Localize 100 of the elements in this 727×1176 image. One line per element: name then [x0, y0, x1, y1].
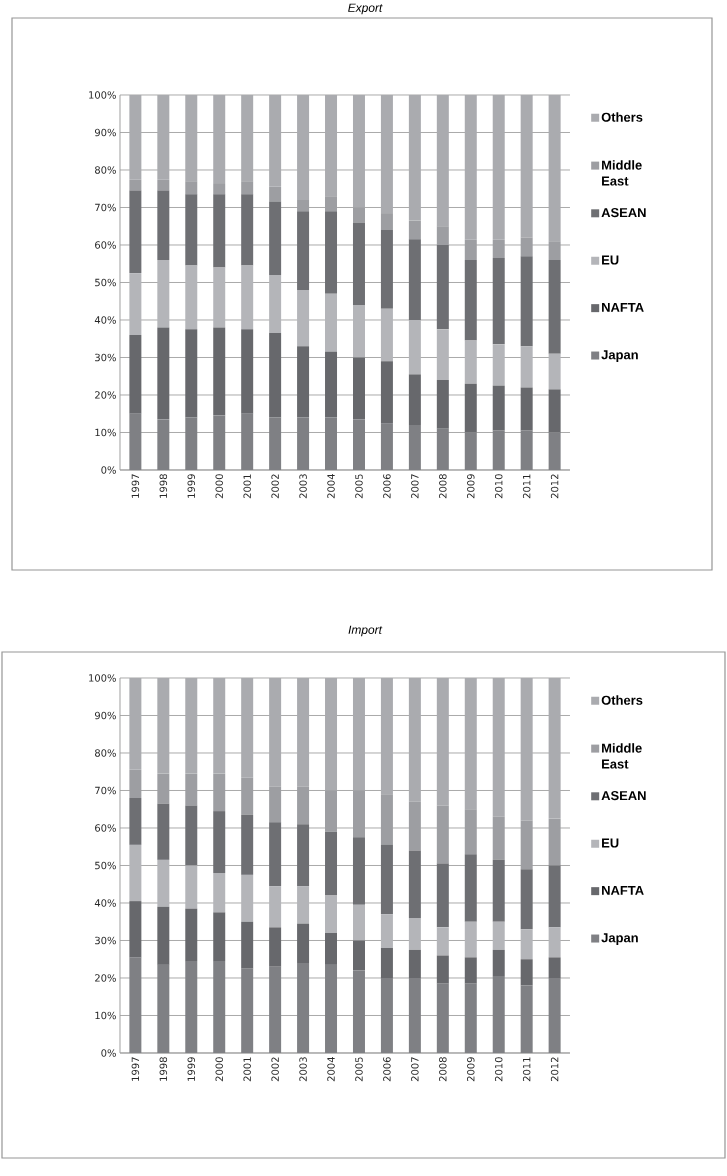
- y-tick-label: 100%: [89, 91, 116, 99]
- bar: [297, 824, 310, 887]
- bar: [241, 777, 254, 815]
- bar: [352, 837, 365, 905]
- bar: [297, 886, 310, 924]
- bar: [213, 961, 226, 1053]
- bar: [325, 831, 338, 896]
- bar: [436, 329, 449, 380]
- bar: [269, 927, 282, 967]
- bar: [157, 259, 170, 328]
- bar: [297, 677, 310, 787]
- bar: [436, 805, 449, 864]
- bar: [325, 895, 338, 933]
- bar: [548, 94, 561, 242]
- bar: [185, 677, 198, 774]
- bar: [548, 677, 561, 819]
- bar: [408, 949, 421, 978]
- bar: [408, 677, 421, 802]
- bar: [129, 413, 142, 470]
- bar: [380, 213, 393, 230]
- bar: [352, 94, 365, 208]
- bar: [129, 844, 142, 902]
- bar: [269, 786, 282, 823]
- bar: [352, 304, 365, 358]
- x-tick-label: 2006: [383, 1057, 391, 1082]
- bar: [185, 865, 198, 909]
- bar: [520, 985, 533, 1053]
- bar: [380, 844, 393, 915]
- bar: [492, 344, 505, 386]
- bar: [325, 351, 338, 418]
- bar: [269, 201, 282, 275]
- legend-label: Middle East: [602, 743, 642, 769]
- x-tick-label: 1998: [159, 474, 168, 498]
- bar: [269, 274, 282, 334]
- bar: [464, 983, 477, 1053]
- x-tick-label: 2002: [271, 474, 279, 499]
- bar: [325, 790, 338, 832]
- y-tick-label: 70%: [95, 786, 116, 795]
- x-tick-label: 2000: [215, 1057, 223, 1082]
- bar: [408, 94, 421, 221]
- bar: [436, 983, 449, 1053]
- bar: [436, 863, 449, 928]
- bar: [157, 327, 170, 420]
- x-tick-label: 1999: [187, 474, 196, 498]
- bar: [297, 94, 310, 200]
- bar: [408, 977, 421, 1053]
- bar: [436, 677, 449, 806]
- bar: [269, 822, 282, 887]
- bar: [157, 190, 170, 260]
- bar: [408, 239, 421, 320]
- bar: [185, 908, 198, 962]
- bar: [185, 417, 198, 470]
- x-tick-label: 2011: [522, 474, 531, 499]
- bar: [520, 820, 533, 870]
- y-tick-label: 10%: [95, 1011, 116, 1020]
- bar: [241, 874, 254, 922]
- y-tick-label: 90%: [94, 128, 116, 137]
- x-tick-label: 2004: [327, 474, 335, 499]
- bar: [352, 677, 365, 791]
- bar: [492, 94, 505, 240]
- bar: [464, 854, 477, 922]
- bar: [269, 333, 282, 418]
- legend-label: Japan: [601, 350, 638, 362]
- bar: [548, 865, 561, 928]
- bar: [269, 417, 282, 470]
- bar: [297, 199, 310, 212]
- x-tick-label: 2012: [550, 1057, 559, 1082]
- bar: [380, 229, 393, 309]
- x-tick-label: 2010: [494, 474, 503, 499]
- x-tick-label: 2009: [467, 474, 475, 499]
- bar: [548, 432, 561, 470]
- bar: [464, 677, 477, 810]
- bar: [492, 239, 505, 259]
- x-tick-label: 1998: [159, 1057, 168, 1081]
- bar: [520, 959, 533, 986]
- bar: [492, 859, 505, 922]
- bar: [492, 385, 505, 431]
- bar: [213, 677, 226, 774]
- legend-label: Japan: [601, 933, 638, 945]
- bar: [520, 869, 533, 930]
- bar: [464, 94, 477, 240]
- x-tick-label: 1999: [187, 1057, 196, 1081]
- legend-label: EU: [602, 255, 619, 265]
- bar: [464, 432, 477, 470]
- y-tick-label: 90%: [94, 711, 116, 720]
- bar: [352, 207, 365, 223]
- x-tick-label: 2010: [494, 1057, 503, 1082]
- bar: [464, 809, 477, 855]
- x-tick-label: 1997: [131, 1057, 140, 1081]
- bar: [185, 805, 198, 866]
- x-tick-label: 2003: [299, 1057, 307, 1082]
- bar: [325, 94, 338, 197]
- bar: [241, 968, 254, 1053]
- bar: [325, 677, 338, 791]
- x-tick-label: 2000: [215, 474, 223, 499]
- bar: [492, 976, 505, 1053]
- bar: [129, 901, 142, 958]
- bar: [241, 194, 254, 266]
- bar: [213, 912, 226, 962]
- legend-label: Others: [601, 112, 643, 122]
